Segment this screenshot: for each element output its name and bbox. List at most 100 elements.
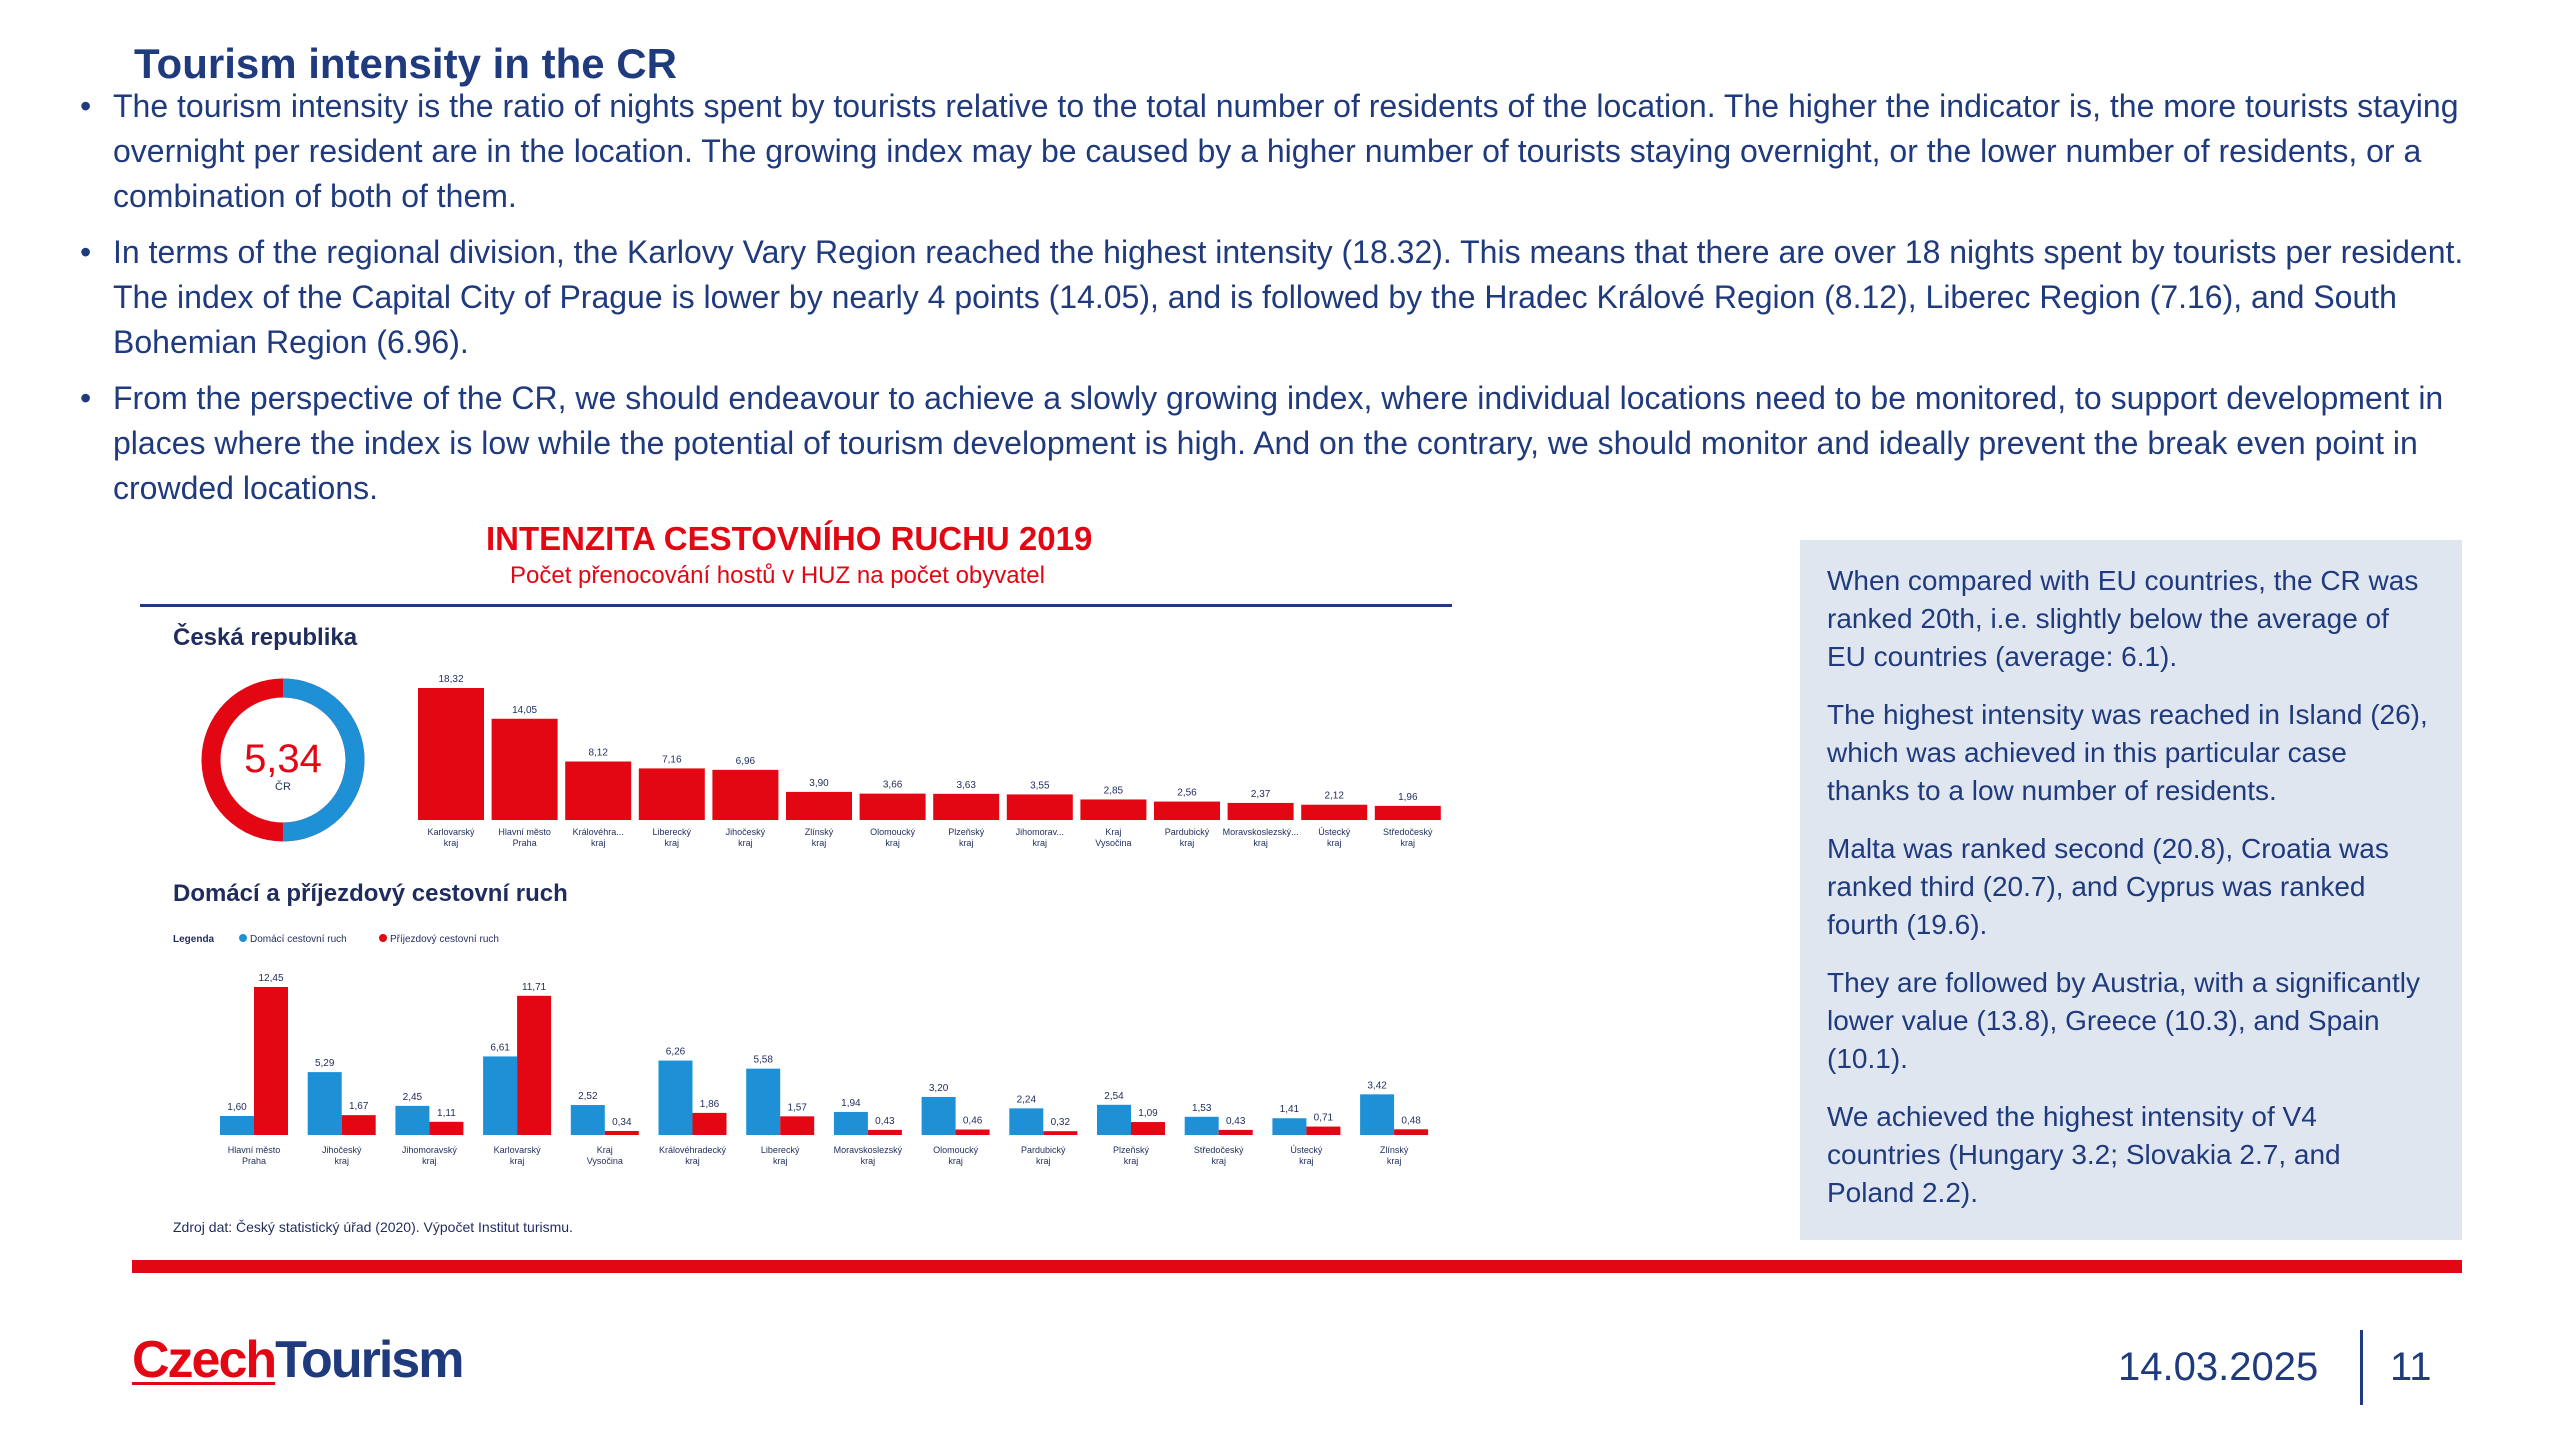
bullet-dot: • <box>80 88 92 124</box>
bar-category-label: Středočeský kraj <box>1194 1145 1244 1166</box>
bar-value-label: 6,26 <box>666 1047 686 1058</box>
bar-value-label: 12,45 <box>258 973 283 984</box>
section-title-domestic-inbound: Domácí a příjezdový cestovní ruch <box>173 880 568 907</box>
bar-domestic <box>1360 1094 1395 1135</box>
bar-value-label: 1,94 <box>841 1098 861 1109</box>
bar-value-label: 0,43 <box>1226 1116 1246 1127</box>
bar-value-label: 2,37 <box>1251 789 1271 800</box>
bar-inbound <box>1218 1129 1253 1135</box>
bar-category-label: Kraj Vysočina <box>1095 827 1131 848</box>
bar-domestic <box>1097 1104 1131 1135</box>
bar-domestic <box>395 1105 430 1135</box>
section-title-cr: Česká republika <box>173 624 358 651</box>
bar-inbound <box>254 987 288 1135</box>
bar-domestic <box>1184 1116 1219 1135</box>
bar-value-label: 2,85 <box>1104 785 1124 796</box>
bar-category-label: Jihomoravský kraj <box>402 1145 458 1166</box>
bar-value-label: 11,71 <box>522 982 547 993</box>
bar-value-label: 1,09 <box>1138 1108 1158 1119</box>
bar-value-label: 2,12 <box>1324 791 1344 802</box>
bar-category-label: Zlínský kraj <box>805 827 834 848</box>
bar-category-label: Karlovarský kraj <box>494 1145 542 1166</box>
bar-inbound <box>867 1129 902 1135</box>
logo-czech: Czech <box>132 1331 277 1389</box>
bar-value-label: 2,52 <box>578 1091 598 1102</box>
data-source-note: Zdroj dat: Český statistický úřad (2020)… <box>173 1219 573 1235</box>
bar-value-label: 0,46 <box>963 1116 983 1127</box>
bar-inbound <box>604 1130 639 1135</box>
bar-domestic <box>1009 1108 1044 1135</box>
bar-inbound <box>955 1129 990 1135</box>
donut-ring-blue <box>201 678 365 842</box>
bar-value-label: 5,29 <box>315 1058 335 1069</box>
bar-region <box>418 688 484 820</box>
legend-marker <box>379 934 387 942</box>
sidebox-paragraph: Malta was ranked second (20.8), Croatia … <box>1827 833 2389 940</box>
bar-value-label: 18,32 <box>438 674 463 685</box>
bar-inbound <box>1306 1126 1341 1135</box>
chart-title: INTENZITA CESTOVNÍHO RUCHU 2019 <box>486 520 1093 557</box>
bar-value-label: 0,32 <box>1051 1117 1071 1128</box>
legend-marker <box>239 934 247 942</box>
bar-value-label: 2,56 <box>1177 788 1197 799</box>
bar-category-label: Jihočeský kraj <box>726 827 766 848</box>
bar-domestic <box>1272 1118 1307 1135</box>
bullet-item: • From the perspective of the CR, we shou… <box>80 376 2480 511</box>
bar-value-label: 6,96 <box>736 756 756 767</box>
bar-value-label: 1,67 <box>349 1101 369 1112</box>
bar-region <box>1374 805 1441 820</box>
bar-value-label: 0,43 <box>875 1116 895 1127</box>
bar-region <box>1006 794 1073 820</box>
bar-value-label: 2,45 <box>403 1092 423 1103</box>
bullet-list: • The tourism intensity is the ratio of n… <box>80 84 2480 522</box>
bar-category-label: Středočeský kraj <box>1383 827 1433 848</box>
bar-category-label: Karlovarský kraj <box>427 827 475 848</box>
footer-divider <box>2360 1330 2363 1405</box>
bar-value-label: 2,54 <box>1104 1091 1124 1102</box>
bar-region <box>1301 804 1368 820</box>
bar-category-label: Zlínský kraj <box>1380 1145 1409 1166</box>
bar-value-label: 1,57 <box>787 1102 807 1113</box>
bar-category-label: Olomoucký kraj <box>933 1145 979 1166</box>
bar-value-label: 1,86 <box>700 1099 720 1110</box>
bar-value-label: 1,11 <box>437 1108 456 1119</box>
bar-value-label: 1,53 <box>1192 1103 1212 1114</box>
bar-category-label: Moravskoslezský kraj <box>834 1145 903 1166</box>
bar-inbound <box>692 1112 727 1135</box>
bar-inbound <box>780 1116 815 1135</box>
sidebox-paragraph: They are followed by Austria, with a sig… <box>1827 967 2420 1074</box>
domestic-inbound-chart: Legenda Domácí cestovní ruch Příjezdový ce… <box>173 934 1429 1166</box>
bar-value-label: 1,60 <box>227 1102 247 1113</box>
bar-value-label: 14,05 <box>512 705 537 716</box>
bar-category-label: Pardubický kraj <box>1165 827 1210 848</box>
bullet-item: • In terms of the regional division, the … <box>80 230 2480 365</box>
bar-category-label: Hlavní město Praha <box>228 1145 281 1166</box>
bar-region <box>1080 799 1147 820</box>
bar-value-label: 3,63 <box>956 780 976 791</box>
bullet-text: From the perspective of the CR, we shoul… <box>113 380 2444 506</box>
sidebox-paragraph: The highest intensity was reached in Isl… <box>1827 699 2428 806</box>
chart-subtitle: Počet přenocování hostů v HUZ na počet o… <box>510 562 1045 589</box>
bullet-text: In terms of the regional division, the K… <box>113 234 2464 360</box>
donut-value: 5,34 <box>244 737 322 781</box>
bar-inbound <box>1394 1129 1429 1135</box>
bar-value-label: 0,34 <box>612 1117 632 1128</box>
bar-region <box>786 791 852 820</box>
bar-category-label: Liberecký kraj <box>761 1145 800 1166</box>
bar-domestic <box>921 1096 956 1135</box>
bar-category-label: Královéhra... kraj <box>573 827 624 848</box>
sidebox-paragraph: We achieved the highest intensity of V4 … <box>1827 1101 2341 1208</box>
page-number: 11 <box>2390 1345 2432 1389</box>
czechtourism-logo: CzechTourism <box>132 1330 464 1390</box>
bar-inbound <box>341 1115 376 1135</box>
bar-value-label: 1,41 <box>1280 1104 1300 1115</box>
bar-inbound <box>517 995 552 1135</box>
bar-category-label: Jihomorav... kraj <box>1016 827 1064 848</box>
bar-domestic <box>833 1111 868 1135</box>
donut-center-label: ČR <box>275 780 291 793</box>
bar-value-label: 7,16 <box>662 754 682 765</box>
bar-category-label: Královéhradecký kraj <box>659 1145 727 1166</box>
bar-value-label: 2,24 <box>1017 1094 1037 1105</box>
slide-date: 14.03.2025 <box>2118 1345 2319 1389</box>
